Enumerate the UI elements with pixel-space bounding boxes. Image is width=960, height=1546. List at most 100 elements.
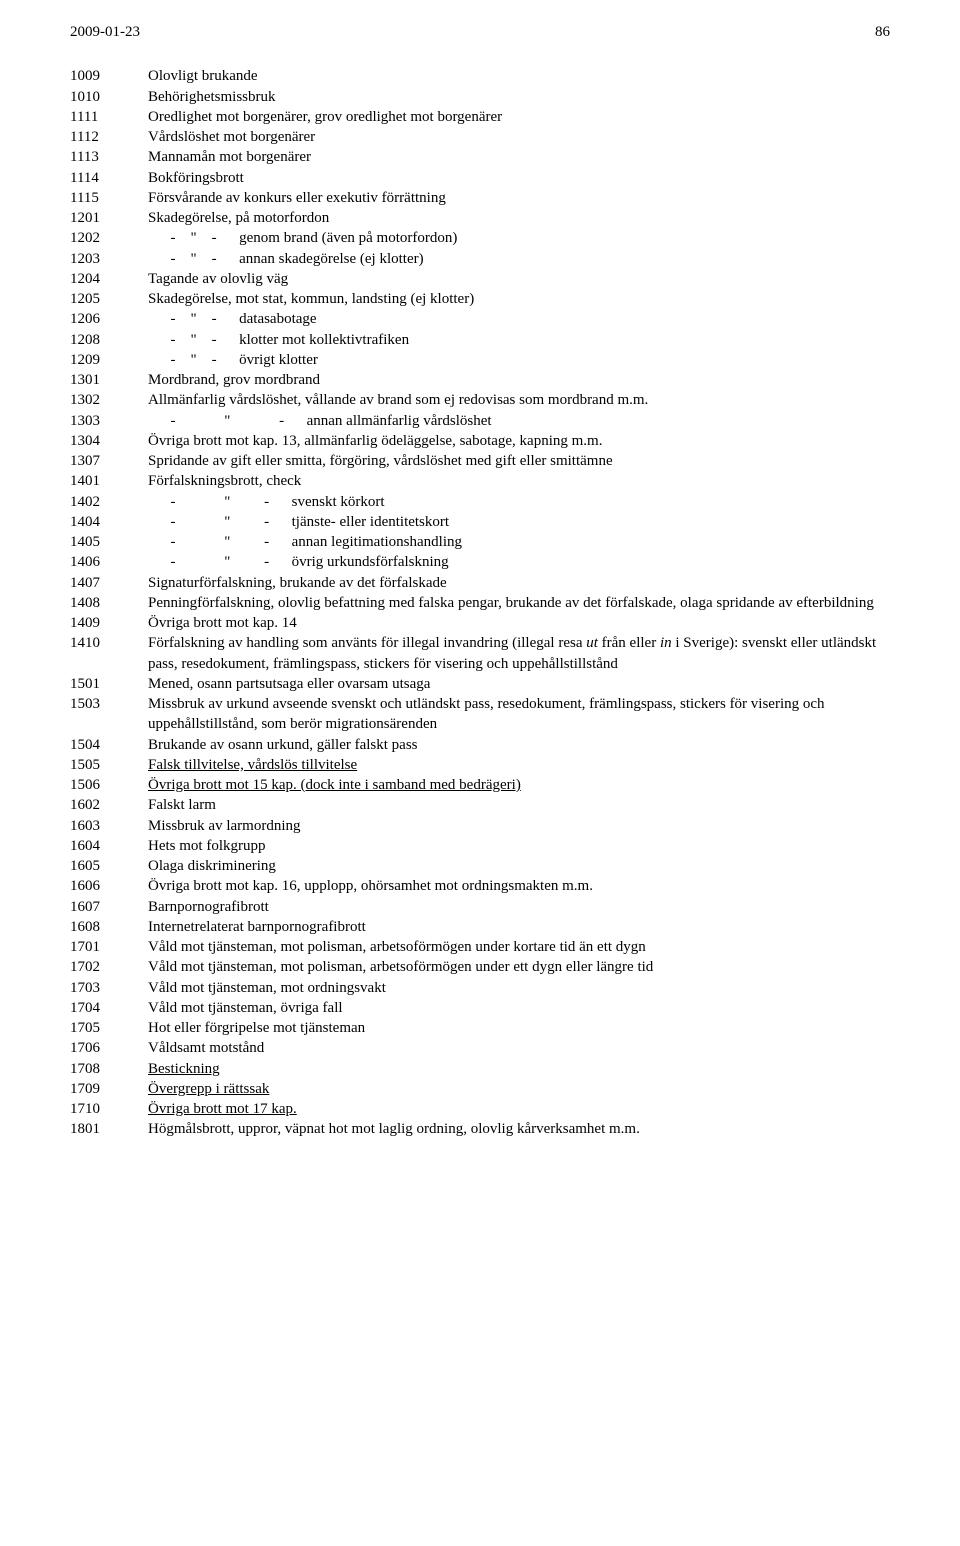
row-code: 1112 — [70, 127, 148, 147]
row-description-segment: Skadegörelse, mot stat, kommun, landstin… — [148, 291, 474, 307]
row-description: Allmänfarlig vårdslöshet, vållande av br… — [148, 390, 890, 410]
row-code: 1405 — [70, 532, 148, 552]
row-description-segment: Övriga brott mot kap. 16, upplopp, ohörs… — [148, 878, 593, 894]
row-description-segment: Hot eller förgripelse mot tjänsteman — [148, 1020, 365, 1036]
row-code: 1709 — [70, 1079, 148, 1099]
row-description-segment: Barnpornografibrott — [148, 899, 269, 915]
row-code: 1608 — [70, 917, 148, 937]
row-description: Förfalskning av handling som använts för… — [148, 633, 890, 674]
row-code: 1303 — [70, 411, 148, 431]
header-date: 2009-01-23 — [70, 22, 140, 42]
row-description: Signaturförfalskning, brukande av det fö… — [148, 573, 890, 593]
list-row: 1406 - " - övrig urkundsförfalskning — [70, 552, 890, 572]
row-description: Övriga brott mot kap. 16, upplopp, ohörs… — [148, 876, 890, 896]
row-code: 1202 — [70, 228, 148, 248]
row-code: 1402 — [70, 492, 148, 512]
row-description-segment: Bokföringsbrott — [148, 170, 244, 186]
row-description-segment: Försvårande av konkurs eller exekutiv fö… — [148, 190, 446, 206]
list-row: 1605Olaga diskriminering — [70, 856, 890, 876]
row-code: 1710 — [70, 1099, 148, 1119]
list-row: 1115Försvårande av konkurs eller exekuti… — [70, 188, 890, 208]
row-description-segment: Våld mot tjänsteman, övriga fall — [148, 1000, 343, 1016]
row-code: 1406 — [70, 552, 148, 572]
row-description: Olaga diskriminering — [148, 856, 890, 876]
page-header: 2009-01-23 86 — [70, 22, 890, 42]
row-description: Vårdslöshet mot borgenärer — [148, 127, 890, 147]
row-code: 1208 — [70, 330, 148, 350]
row-description-segment: Våldsamt motstånd — [148, 1040, 264, 1056]
row-description: Våld mot tjänsteman, mot ordningsvakt — [148, 978, 890, 998]
row-code: 1607 — [70, 897, 148, 917]
row-description: - " - annan skadegörelse (ej klotter) — [148, 249, 890, 269]
row-description: - " - övrig urkundsförfalskning — [148, 552, 890, 572]
row-code: 1501 — [70, 674, 148, 694]
list-row: 1701Våld mot tjänsteman, mot polisman, a… — [70, 937, 890, 957]
row-code: 1304 — [70, 431, 148, 451]
list-row: 1404 - " - tjänste- eller identitetskort — [70, 512, 890, 532]
row-description-segment: Falskt larm — [148, 797, 216, 813]
row-description: Övergrepp i rättssak — [148, 1079, 890, 1099]
row-description: Bestickning — [148, 1059, 890, 1079]
row-description-segment: Övriga brott mot kap. 14 — [148, 615, 297, 631]
list-row: 1203 - " - annan skadegörelse (ej klotte… — [70, 249, 890, 269]
row-description: Förfalskningsbrott, check — [148, 471, 890, 491]
row-description-segment: - " - svenskt körkort — [148, 494, 385, 510]
row-description-segment: Bestickning — [148, 1061, 220, 1077]
row-description-segment: Tagande av olovlig väg — [148, 271, 288, 287]
row-description-segment: - " - övrig urkundsförfalskning — [148, 554, 449, 570]
row-description: Försvårande av konkurs eller exekutiv fö… — [148, 188, 890, 208]
row-code: 1307 — [70, 451, 148, 471]
row-code: 1301 — [70, 370, 148, 390]
list-row: 1114Bokföringsbrott — [70, 168, 890, 188]
row-code: 1113 — [70, 147, 148, 167]
list-row: 1301Mordbrand, grov mordbrand — [70, 370, 890, 390]
list-row: 1602Falskt larm — [70, 795, 890, 815]
row-description-segment: Våld mot tjänsteman, mot polisman, arbet… — [148, 959, 653, 975]
row-code: 1503 — [70, 694, 148, 714]
row-description: - " - genom brand (även på motorfordon) — [148, 228, 890, 248]
row-code: 1009 — [70, 66, 148, 86]
row-description-segment: Hets mot folkgrupp — [148, 838, 266, 854]
list-row: 1010Behörighetsmissbruk — [70, 87, 890, 107]
row-description-segment: Övriga brott mot 17 kap. — [148, 1101, 297, 1117]
row-code: 1706 — [70, 1038, 148, 1058]
code-list: 1009Olovligt brukande1010Behörighetsmiss… — [70, 66, 890, 1139]
list-row: 1303 - " - annan allmänfarlig vårdslöshe… — [70, 411, 890, 431]
row-description-segment: Penningförfalskning, olovlig befattning … — [148, 595, 874, 611]
list-row: 1704Våld mot tjänsteman, övriga fall — [70, 998, 890, 1018]
row-description: Övriga brott mot 17 kap. — [148, 1099, 890, 1119]
row-description: Övriga brott mot 15 kap. (dock inte i sa… — [148, 775, 890, 795]
row-code: 1801 — [70, 1119, 148, 1139]
list-row: 1409Övriga brott mot kap. 14 — [70, 613, 890, 633]
row-description: Oredlighet mot borgenärer, grov oredligh… — [148, 107, 890, 127]
row-description-segment: Spridande av gift eller smitta, förgörin… — [148, 453, 613, 469]
row-description: Missbruk av urkund avseende svenskt och … — [148, 694, 890, 735]
row-description-segment: från eller — [598, 635, 660, 651]
row-description-segment: Högmålsbrott, uppror, väpnat hot mot lag… — [148, 1121, 640, 1137]
row-code: 1204 — [70, 269, 148, 289]
list-row: 1205Skadegörelse, mot stat, kommun, land… — [70, 289, 890, 309]
list-row: 1112Vårdslöshet mot borgenärer — [70, 127, 890, 147]
row-code: 1606 — [70, 876, 148, 896]
list-row: 1209 - " - övrigt klotter — [70, 350, 890, 370]
row-description-segment: Skadegörelse, på motorfordon — [148, 210, 329, 226]
row-description-segment: Behörighetsmissbruk — [148, 89, 276, 105]
row-code: 1602 — [70, 795, 148, 815]
row-description: Skadegörelse, mot stat, kommun, landstin… — [148, 289, 890, 309]
row-code: 1505 — [70, 755, 148, 775]
row-description-segment: Mannamån mot borgenärer — [148, 149, 311, 165]
row-description-segment: Olaga diskriminering — [148, 858, 276, 874]
row-description: Bokföringsbrott — [148, 168, 890, 188]
row-description-segment: Övergrepp i rättssak — [148, 1081, 269, 1097]
list-row: 1407Signaturförfalskning, brukande av de… — [70, 573, 890, 593]
list-row: 1204Tagande av olovlig väg — [70, 269, 890, 289]
row-description-segment: - " - annan legitimationshandling — [148, 534, 462, 550]
row-description: Missbruk av larmordning — [148, 816, 890, 836]
list-row: 1708Bestickning — [70, 1059, 890, 1079]
row-description-segment: ut — [586, 635, 598, 651]
list-row: 1208 - " - klotter mot kollektivtrafiken — [70, 330, 890, 350]
row-description-segment: Missbruk av urkund avseende svenskt och … — [148, 696, 828, 732]
list-row: 1408Penningförfalskning, olovlig befattn… — [70, 593, 890, 613]
row-description-segment: in — [660, 635, 672, 651]
list-row: 1302Allmänfarlig vårdslöshet, vållande a… — [70, 390, 890, 410]
